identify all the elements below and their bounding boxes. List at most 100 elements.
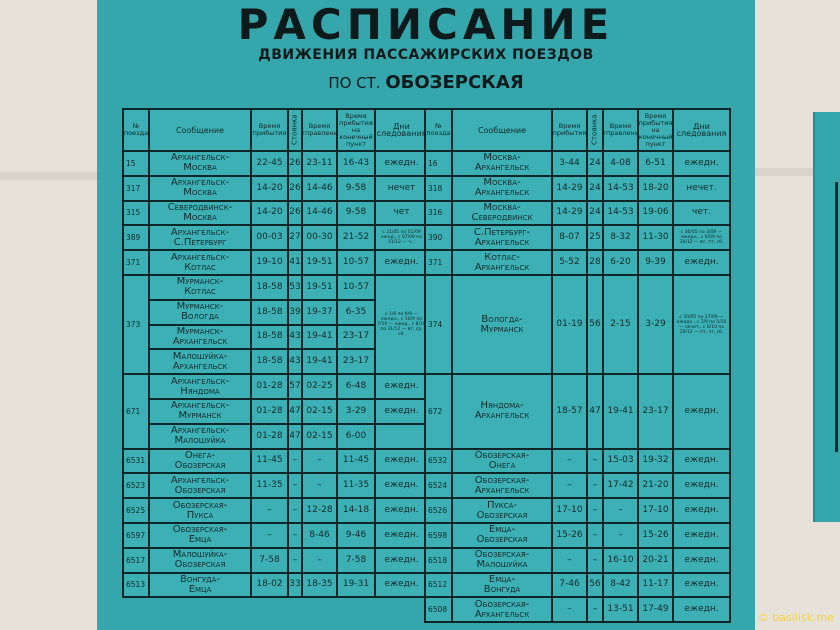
route: Вологда- Мурманск	[453, 275, 551, 374]
final-arrival-time: 20-21	[639, 548, 672, 572]
days-of-operation: нечет.	[674, 176, 729, 200]
stop-duration: 56	[588, 573, 602, 597]
train-number: 6508	[426, 598, 451, 622]
days-of-operation: с 1/6 по 9/9 — ежедн., с 10/9 по 7/10 — …	[376, 275, 427, 374]
route: Няндома- Архангельск	[453, 375, 551, 448]
stop-duration: 27	[289, 226, 301, 250]
stop-duration: –	[588, 499, 602, 522]
route: Архангельск- Мурманск	[150, 399, 250, 423]
final-arrival-time: 9-58	[338, 201, 374, 225]
departure-time: 12-28	[303, 499, 336, 522]
train-number: 316	[426, 201, 451, 225]
arrival-time: –	[553, 598, 586, 622]
column-header: Дни следования	[376, 110, 427, 150]
departure-time: 18-35	[303, 573, 336, 597]
final-arrival-time: 23-17	[639, 375, 672, 448]
route: Пукса- Обозерская	[453, 499, 551, 522]
arrival-time: 00-03	[252, 226, 287, 250]
board-title: РАСПИСАНИЕ	[237, 0, 615, 49]
final-arrival-time: 6-51	[639, 152, 672, 175]
arrival-time: 14-20	[252, 201, 287, 225]
stop-duration: 43	[289, 350, 301, 374]
station-line: ПО СТ. ОБОЗЕРСКАЯ	[97, 72, 755, 93]
route: Архангельск- С.Петербург	[150, 226, 250, 250]
final-arrival-time: 3-29	[639, 275, 672, 374]
station-name: ОБОЗЕРСКАЯ	[385, 72, 524, 93]
arrival-time: 22-45	[252, 152, 287, 175]
stop-duration: 26	[289, 201, 301, 225]
route: Обозерская- Малошуйка	[453, 548, 551, 572]
route: Москва- Северодвинск	[453, 201, 551, 225]
departure-time: 02-15	[303, 424, 336, 448]
days-of-operation: ежедн.	[674, 573, 729, 597]
stop-duration: 47	[289, 399, 301, 423]
wall	[0, 172, 97, 180]
arrival-time: –	[553, 548, 586, 572]
departure-time: 00-30	[303, 226, 336, 250]
stop-duration: 24	[588, 152, 602, 175]
stop-duration: 43	[289, 325, 301, 349]
train-number: 6517	[124, 548, 148, 572]
stop-duration: 47	[588, 375, 602, 448]
stop-duration: 24	[588, 201, 602, 225]
days-of-operation: ежедн.	[376, 548, 427, 572]
arrival-time: 5-52	[553, 251, 586, 274]
board-subtitle: ДВИЖЕНИЯ ПАССАЖИРСКИХ ПОЕЗДОВ	[258, 47, 594, 63]
station-prefix: ПО СТ.	[328, 74, 381, 92]
departure-time: 13-51	[604, 598, 637, 622]
train-number: 15	[124, 152, 148, 175]
route: Архангельск- Москва	[150, 152, 250, 175]
stop-duration: 56	[588, 275, 602, 374]
arrival-time: 18-58	[252, 350, 287, 374]
arrival-time: 17-10	[553, 499, 586, 522]
final-arrival-time: 6-35	[338, 300, 374, 324]
stop-duration: 25	[588, 226, 602, 250]
days-of-operation: ежедн.	[674, 449, 729, 473]
departure-time: 14-53	[604, 201, 637, 225]
final-arrival-time: 17-10	[639, 499, 672, 522]
final-arrival-time: 15-26	[639, 523, 672, 547]
final-arrival-time: 19-06	[639, 201, 672, 225]
stop-duration: 26	[289, 152, 301, 175]
column-header: Стоянка	[289, 110, 301, 150]
train-number: 6518	[426, 548, 451, 572]
days-of-operation: ежедн.	[376, 474, 427, 498]
departure-time: 4-08	[604, 152, 637, 175]
stop-duration: 26	[289, 176, 301, 200]
final-arrival-time: 9-58	[338, 176, 374, 200]
route: Обозерская- Архангельск	[453, 598, 551, 622]
departure-time: 16-10	[604, 548, 637, 572]
arrival-time: 01-19	[553, 275, 586, 374]
arrival-time: 11-35	[252, 474, 287, 498]
stop-duration: 47	[289, 424, 301, 448]
route: Емца- Вонгуда	[453, 573, 551, 597]
arrival-time: 01-28	[252, 375, 287, 398]
train-number: 6512	[426, 573, 451, 597]
departure-time: –	[303, 449, 336, 473]
schedule-table-arrivals: № поезда Сообщение Время прибытия Стоянка Вр…	[424, 108, 731, 624]
departure-time: 17-42	[604, 474, 637, 498]
arrival-time: 7-58	[252, 548, 287, 572]
days-of-operation: ежедн.	[674, 598, 729, 622]
departure-time: 19-41	[604, 375, 637, 448]
departure-time: 8-46	[303, 523, 336, 547]
departure-time: 02-25	[303, 375, 336, 398]
final-arrival-time: 17-49	[639, 598, 672, 622]
final-arrival-time: 11-35	[338, 474, 374, 498]
route: Обозерская- Пукса	[150, 499, 250, 522]
arrival-time: 14-20	[252, 176, 287, 200]
route: Малошуйка- Архангельск	[150, 350, 250, 374]
route: Архангельск- Котлас	[150, 251, 250, 274]
train-number: 318	[426, 176, 451, 200]
days-of-operation: ежедн.	[674, 523, 729, 547]
route: Архангельск- Обозерская	[150, 474, 250, 498]
departure-time: 14-53	[604, 176, 637, 200]
arrival-time: 18-58	[252, 300, 287, 324]
column-header: Время отправления	[303, 110, 336, 150]
stop-duration: –	[289, 523, 301, 547]
route: Обозерская- Емца	[150, 523, 250, 547]
arrival-time: –	[252, 523, 287, 547]
days-of-operation: с 31/05 по 01/09 ежед., с 07/09 по 31/12…	[376, 226, 427, 250]
days-of-operation: чет	[376, 201, 427, 225]
stop-duration: 24	[588, 176, 602, 200]
